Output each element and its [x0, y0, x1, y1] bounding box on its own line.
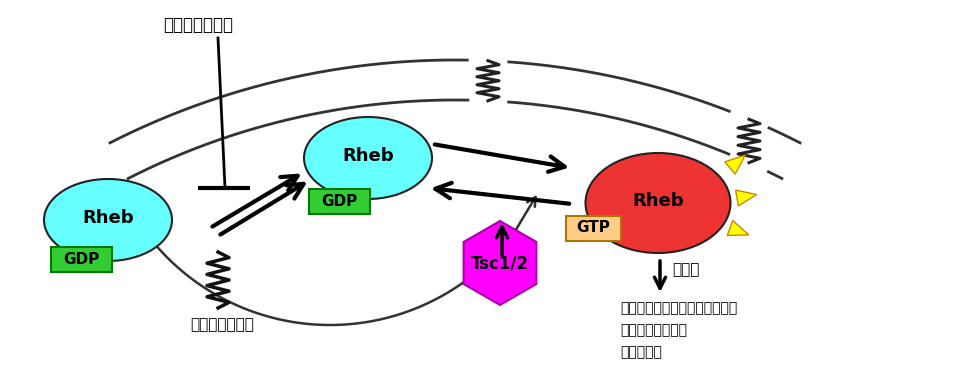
Text: GTP: GTP — [576, 220, 610, 235]
Text: ファルネシル基: ファルネシル基 — [190, 318, 254, 333]
Polygon shape — [735, 190, 756, 206]
Text: Tsc1/2: Tsc1/2 — [471, 254, 529, 272]
Ellipse shape — [586, 153, 731, 253]
Text: GDP: GDP — [321, 193, 357, 208]
Text: Rheb: Rheb — [342, 147, 394, 165]
Text: GDP: GDP — [62, 251, 99, 266]
Text: ロナファルニブ: ロナファルニブ — [163, 16, 233, 34]
Text: Rheb: Rheb — [633, 192, 684, 210]
Polygon shape — [728, 220, 749, 235]
Text: ・記憶異常: ・記憶異常 — [620, 345, 661, 359]
FancyBboxPatch shape — [565, 215, 620, 241]
Text: Rheb: Rheb — [83, 209, 133, 227]
Text: ・神経活動の異常: ・神経活動の異常 — [620, 323, 687, 337]
FancyBboxPatch shape — [308, 188, 370, 214]
Polygon shape — [725, 155, 745, 174]
Text: ・樹状突起スパインの形態変化: ・樹状突起スパインの形態変化 — [620, 301, 737, 315]
Text: 活性化: 活性化 — [672, 262, 700, 277]
Ellipse shape — [44, 179, 172, 261]
Polygon shape — [464, 221, 537, 305]
Ellipse shape — [304, 117, 432, 199]
FancyBboxPatch shape — [51, 246, 111, 272]
